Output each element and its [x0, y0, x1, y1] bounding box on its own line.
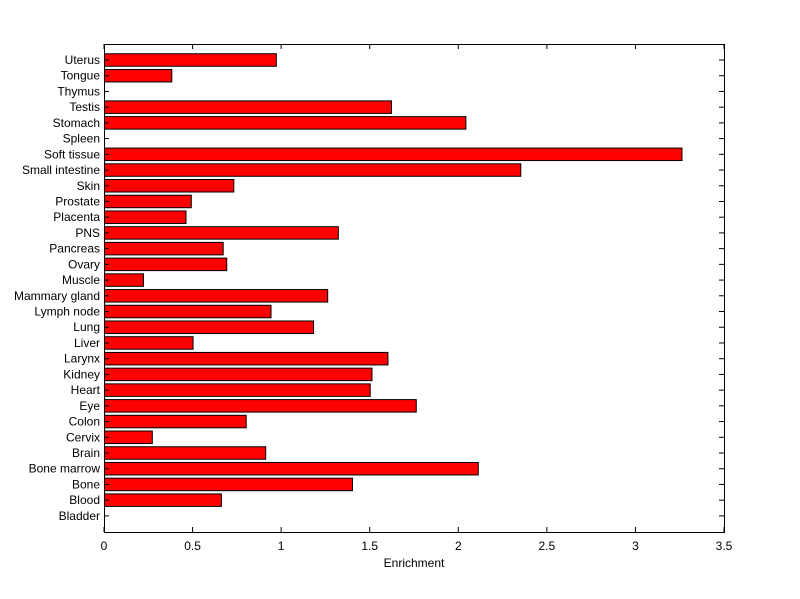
bar-placenta	[104, 210, 187, 224]
bar-muscle	[104, 273, 144, 287]
bar-small-intestine	[104, 163, 522, 177]
category-label: Stomach	[53, 116, 100, 130]
x-tick-label: 2	[455, 539, 462, 553]
bar-heart	[104, 383, 371, 397]
bar-skin	[104, 179, 235, 193]
category-label: Cervix	[66, 430, 100, 444]
category-label: Colon	[69, 415, 100, 429]
x-tick-label: 1	[278, 539, 285, 553]
bar-kidney	[104, 367, 373, 382]
category-label: Soft tissue	[44, 147, 100, 161]
category-label: Thymus	[57, 84, 100, 98]
x-tick-label: 0	[101, 539, 108, 553]
category-label: Placenta	[53, 210, 100, 224]
category-label: Lymph node	[34, 305, 100, 319]
bar-eye	[104, 399, 417, 413]
x-tick-label: 0.5	[184, 539, 201, 553]
x-tick-label: 1.5	[361, 539, 378, 553]
bar-pns	[104, 226, 339, 240]
category-label: Pancreas	[49, 242, 100, 256]
x-tick-label: 2.5	[539, 539, 556, 553]
category-label: Testis	[69, 100, 100, 114]
category-label: Lung	[73, 320, 100, 334]
category-label: Skin	[77, 179, 100, 193]
category-label: Bone marrow	[29, 462, 101, 476]
x-axis-label: Enrichment	[384, 556, 445, 570]
category-label: Bone	[72, 477, 100, 491]
category-label: Uterus	[65, 53, 100, 67]
bar-brain	[104, 446, 267, 460]
category-label: Larynx	[64, 352, 100, 366]
bar-larynx	[104, 351, 389, 366]
category-label: Eye	[79, 399, 100, 413]
bar-prostate	[104, 194, 192, 209]
bar-bone	[104, 477, 353, 492]
bars	[104, 53, 683, 507]
category-label: Spleen	[63, 132, 100, 146]
category-label: Liver	[74, 336, 100, 350]
bar-ovary	[104, 257, 228, 272]
bar-pancreas	[104, 241, 224, 256]
bar-soft-tissue	[104, 147, 683, 162]
category-label: Heart	[71, 383, 101, 397]
category-label: PNS	[75, 226, 100, 240]
category-label: Kidney	[63, 367, 100, 381]
x-tick-label: 3	[632, 539, 639, 553]
bar-blood	[104, 493, 222, 507]
category-label: Brain	[72, 446, 100, 460]
category-label: Blood	[69, 493, 100, 507]
axes-frame	[104, 44, 725, 533]
bar-lung	[104, 320, 315, 334]
category-label: Tongue	[61, 69, 101, 83]
bar-uterus	[104, 53, 277, 67]
category-label: Ovary	[68, 257, 100, 271]
category-label: Small intestine	[22, 163, 100, 177]
bar-liver	[104, 336, 194, 350]
bar-stomach	[104, 116, 467, 130]
category-label: Muscle	[62, 273, 100, 287]
x-tick-label: 3.5	[716, 539, 733, 553]
bar-colon	[104, 414, 247, 429]
bar-lymph-node	[104, 304, 272, 319]
category-label: Prostate	[55, 194, 100, 208]
bar-bone-marrow	[104, 461, 479, 476]
bar-cervix	[104, 430, 153, 445]
category-label: Bladder	[59, 509, 100, 523]
bar-mammary-gland	[104, 289, 329, 303]
bar-tongue	[104, 68, 173, 83]
bar-testis	[104, 100, 392, 114]
category-label: Mammary gland	[14, 289, 100, 303]
